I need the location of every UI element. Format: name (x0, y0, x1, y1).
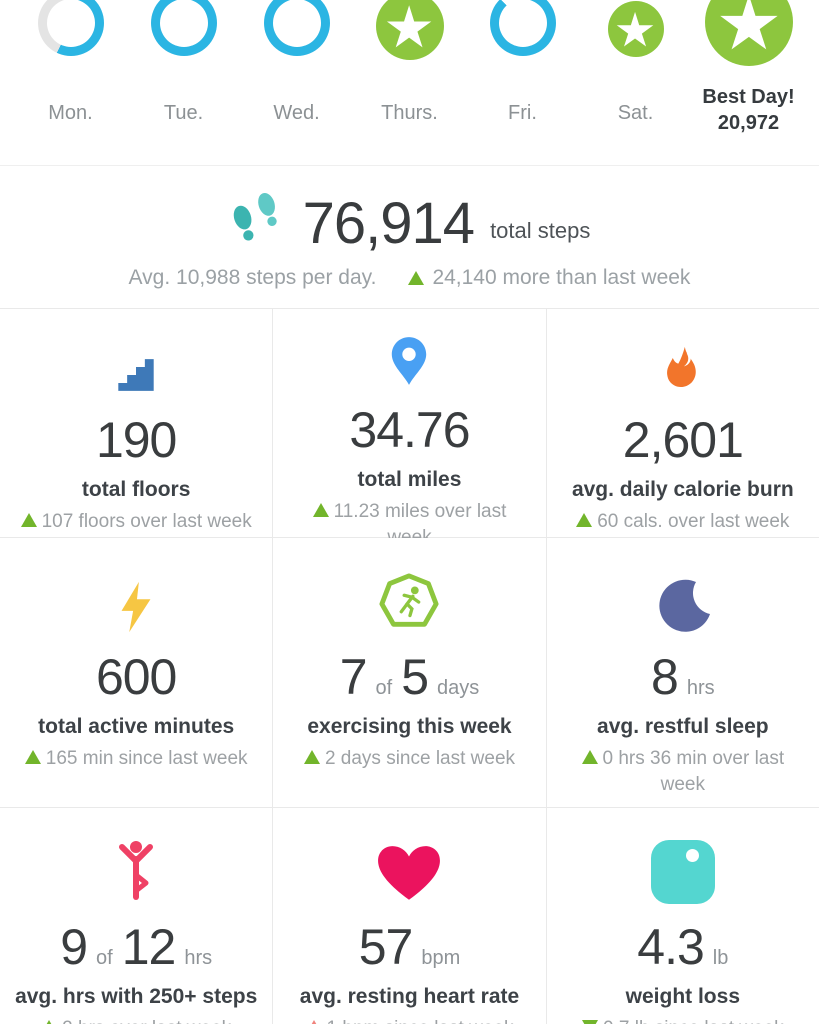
progress-ring-icon (263, 0, 330, 56)
stat-change: 0 hrs 36 min over last week (547, 746, 819, 797)
avg-steps-text: Avg. 10,988 steps per day. (128, 266, 377, 289)
trend-up-icon (312, 503, 329, 517)
stat-value: 9 (60, 919, 88, 975)
day-label: Sat. (617, 102, 654, 124)
card-total-miles[interactable]: 34.76 total miles 11.23 miles over last … (273, 309, 546, 548)
goal-met-circle (607, 1, 664, 57)
trend-up-icon (41, 1020, 58, 1024)
lightning-icon (121, 581, 151, 633)
day-fri[interactable]: Fri. (466, 0, 579, 165)
trend-up-icon (576, 513, 593, 527)
stat-label: total active minutes (38, 715, 235, 738)
stat-label: exercising this week (307, 715, 512, 738)
card-hourly-activity[interactable]: 9 of 12 hrs avg. hrs with 250+ steps 2 h… (0, 808, 273, 1024)
best-day-label: Best Day! 20,972 (675, 84, 819, 136)
heart-icon (378, 846, 441, 900)
star-icon (617, 11, 654, 47)
star-icon (387, 5, 432, 48)
scale-icon (650, 840, 715, 904)
stat-change: 2 days since last week (284, 746, 535, 772)
stat-value: 600 (95, 649, 177, 705)
flame-icon (666, 346, 696, 388)
card-active-minutes[interactable]: 600 total active minutes 165 min since l… (0, 538, 273, 807)
day-wed[interactable]: Wed. (240, 0, 353, 165)
stat-label: weight loss (625, 985, 740, 1008)
stat-change: 2 hrs over last week (21, 1016, 251, 1024)
star-icon (719, 0, 778, 50)
best-day-circle (704, 0, 793, 66)
card-resting-heart-rate[interactable]: 57 bpm avg. resting heart rate 1 bpm sin… (273, 808, 546, 1024)
day-label: Thurs. (381, 102, 438, 124)
stat-value-goal: 12 (121, 919, 177, 975)
day-label: Fri. (508, 102, 537, 124)
stat-value: 57 (358, 919, 414, 975)
map-pin-icon (392, 337, 427, 385)
stats-grid: 190 total floors 107 floors over last we… (0, 308, 819, 1024)
steps-delta-text: 24,140 more than last week (432, 266, 691, 289)
progress-ring-icon (37, 0, 104, 56)
progress-ring-icon (150, 0, 217, 56)
total-steps-label: total steps (490, 218, 591, 243)
stat-label: avg. restful sleep (597, 715, 769, 738)
stat-change: 165 min since last week (5, 746, 268, 772)
footprints-icon (233, 192, 277, 241)
day-sat[interactable]: Sat. (579, 0, 692, 165)
total-steps-value: 76,914 (302, 190, 475, 256)
trend-up-icon (20, 513, 37, 527)
card-total-floors[interactable]: 190 total floors 107 floors over last we… (0, 309, 273, 537)
trend-up-icon (581, 750, 598, 764)
stat-label: avg. hrs with 250+ steps (15, 985, 258, 1008)
stat-change: 60 cals. over last week (556, 509, 809, 535)
card-restful-sleep[interactable]: 8 hrs avg. restful sleep 0 hrs 36 min ov… (546, 538, 819, 807)
stat-value-goal: 5 (401, 649, 429, 705)
trend-down-icon (582, 1020, 599, 1024)
trend-up-icon (305, 1020, 322, 1024)
exercise-badge-icon (379, 573, 440, 627)
stat-change: 107 floors over last week (1, 509, 272, 535)
card-weight-loss[interactable]: 4.3 lb weight loss 0.7 lb since last wee… (546, 808, 819, 1024)
goal-met-circle (375, 0, 444, 60)
stat-of: of (375, 677, 393, 699)
best-day-value: 20,972 (717, 112, 780, 134)
stat-of: of (96, 947, 113, 969)
trend-up-icon (24, 750, 41, 764)
stat-label: avg. daily calorie burn (571, 478, 794, 501)
total-steps-section: 76,914 total steps Avg. 10,988 steps per… (0, 166, 819, 308)
stat-change: 1 bpm since last week (286, 1016, 534, 1024)
stat-unit: bpm (421, 947, 461, 969)
moon-icon (659, 579, 710, 632)
card-calorie-burn[interactable]: 2,601 avg. daily calorie burn 60 cals. o… (546, 309, 819, 537)
trend-up-icon (408, 271, 425, 285)
person-icon (119, 841, 154, 900)
day-mon[interactable]: Mon. (14, 0, 127, 165)
day-best[interactable]: Best Day! 20,972 (692, 0, 805, 165)
week-progress-row: Mon. Tue. Wed. Thurs. Fri. Sat. (0, 0, 819, 166)
day-tue[interactable]: Tue. (127, 0, 240, 165)
stat-value: 190 (95, 412, 177, 468)
day-label: Mon. (48, 102, 93, 124)
stairs-icon (118, 359, 154, 391)
stat-value: 4.3 (637, 919, 705, 975)
day-thurs[interactable]: Thurs. (353, 0, 466, 165)
stat-value: 8 (651, 649, 679, 705)
stat-label: avg. resting heart rate (299, 985, 520, 1008)
trend-up-icon (303, 750, 320, 764)
stat-value: 7 (339, 649, 368, 705)
card-exercise-days[interactable]: 7 of 5 days exercising this week 2 days … (273, 538, 546, 807)
stat-value: 34.76 (349, 402, 470, 458)
day-label: Wed. (273, 102, 320, 124)
stat-change: 0.7 lb since last week (562, 1016, 804, 1024)
stat-label: total miles (357, 468, 462, 491)
stat-unit: hrs (184, 947, 213, 969)
progress-ring-icon (489, 0, 556, 56)
stat-unit: lb (712, 947, 729, 969)
stat-unit: days (437, 677, 480, 699)
stat-unit: hrs (686, 677, 715, 699)
stat-label: total floors (81, 478, 191, 501)
stat-value: 2,601 (622, 412, 744, 468)
day-label: Tue. (163, 102, 204, 124)
